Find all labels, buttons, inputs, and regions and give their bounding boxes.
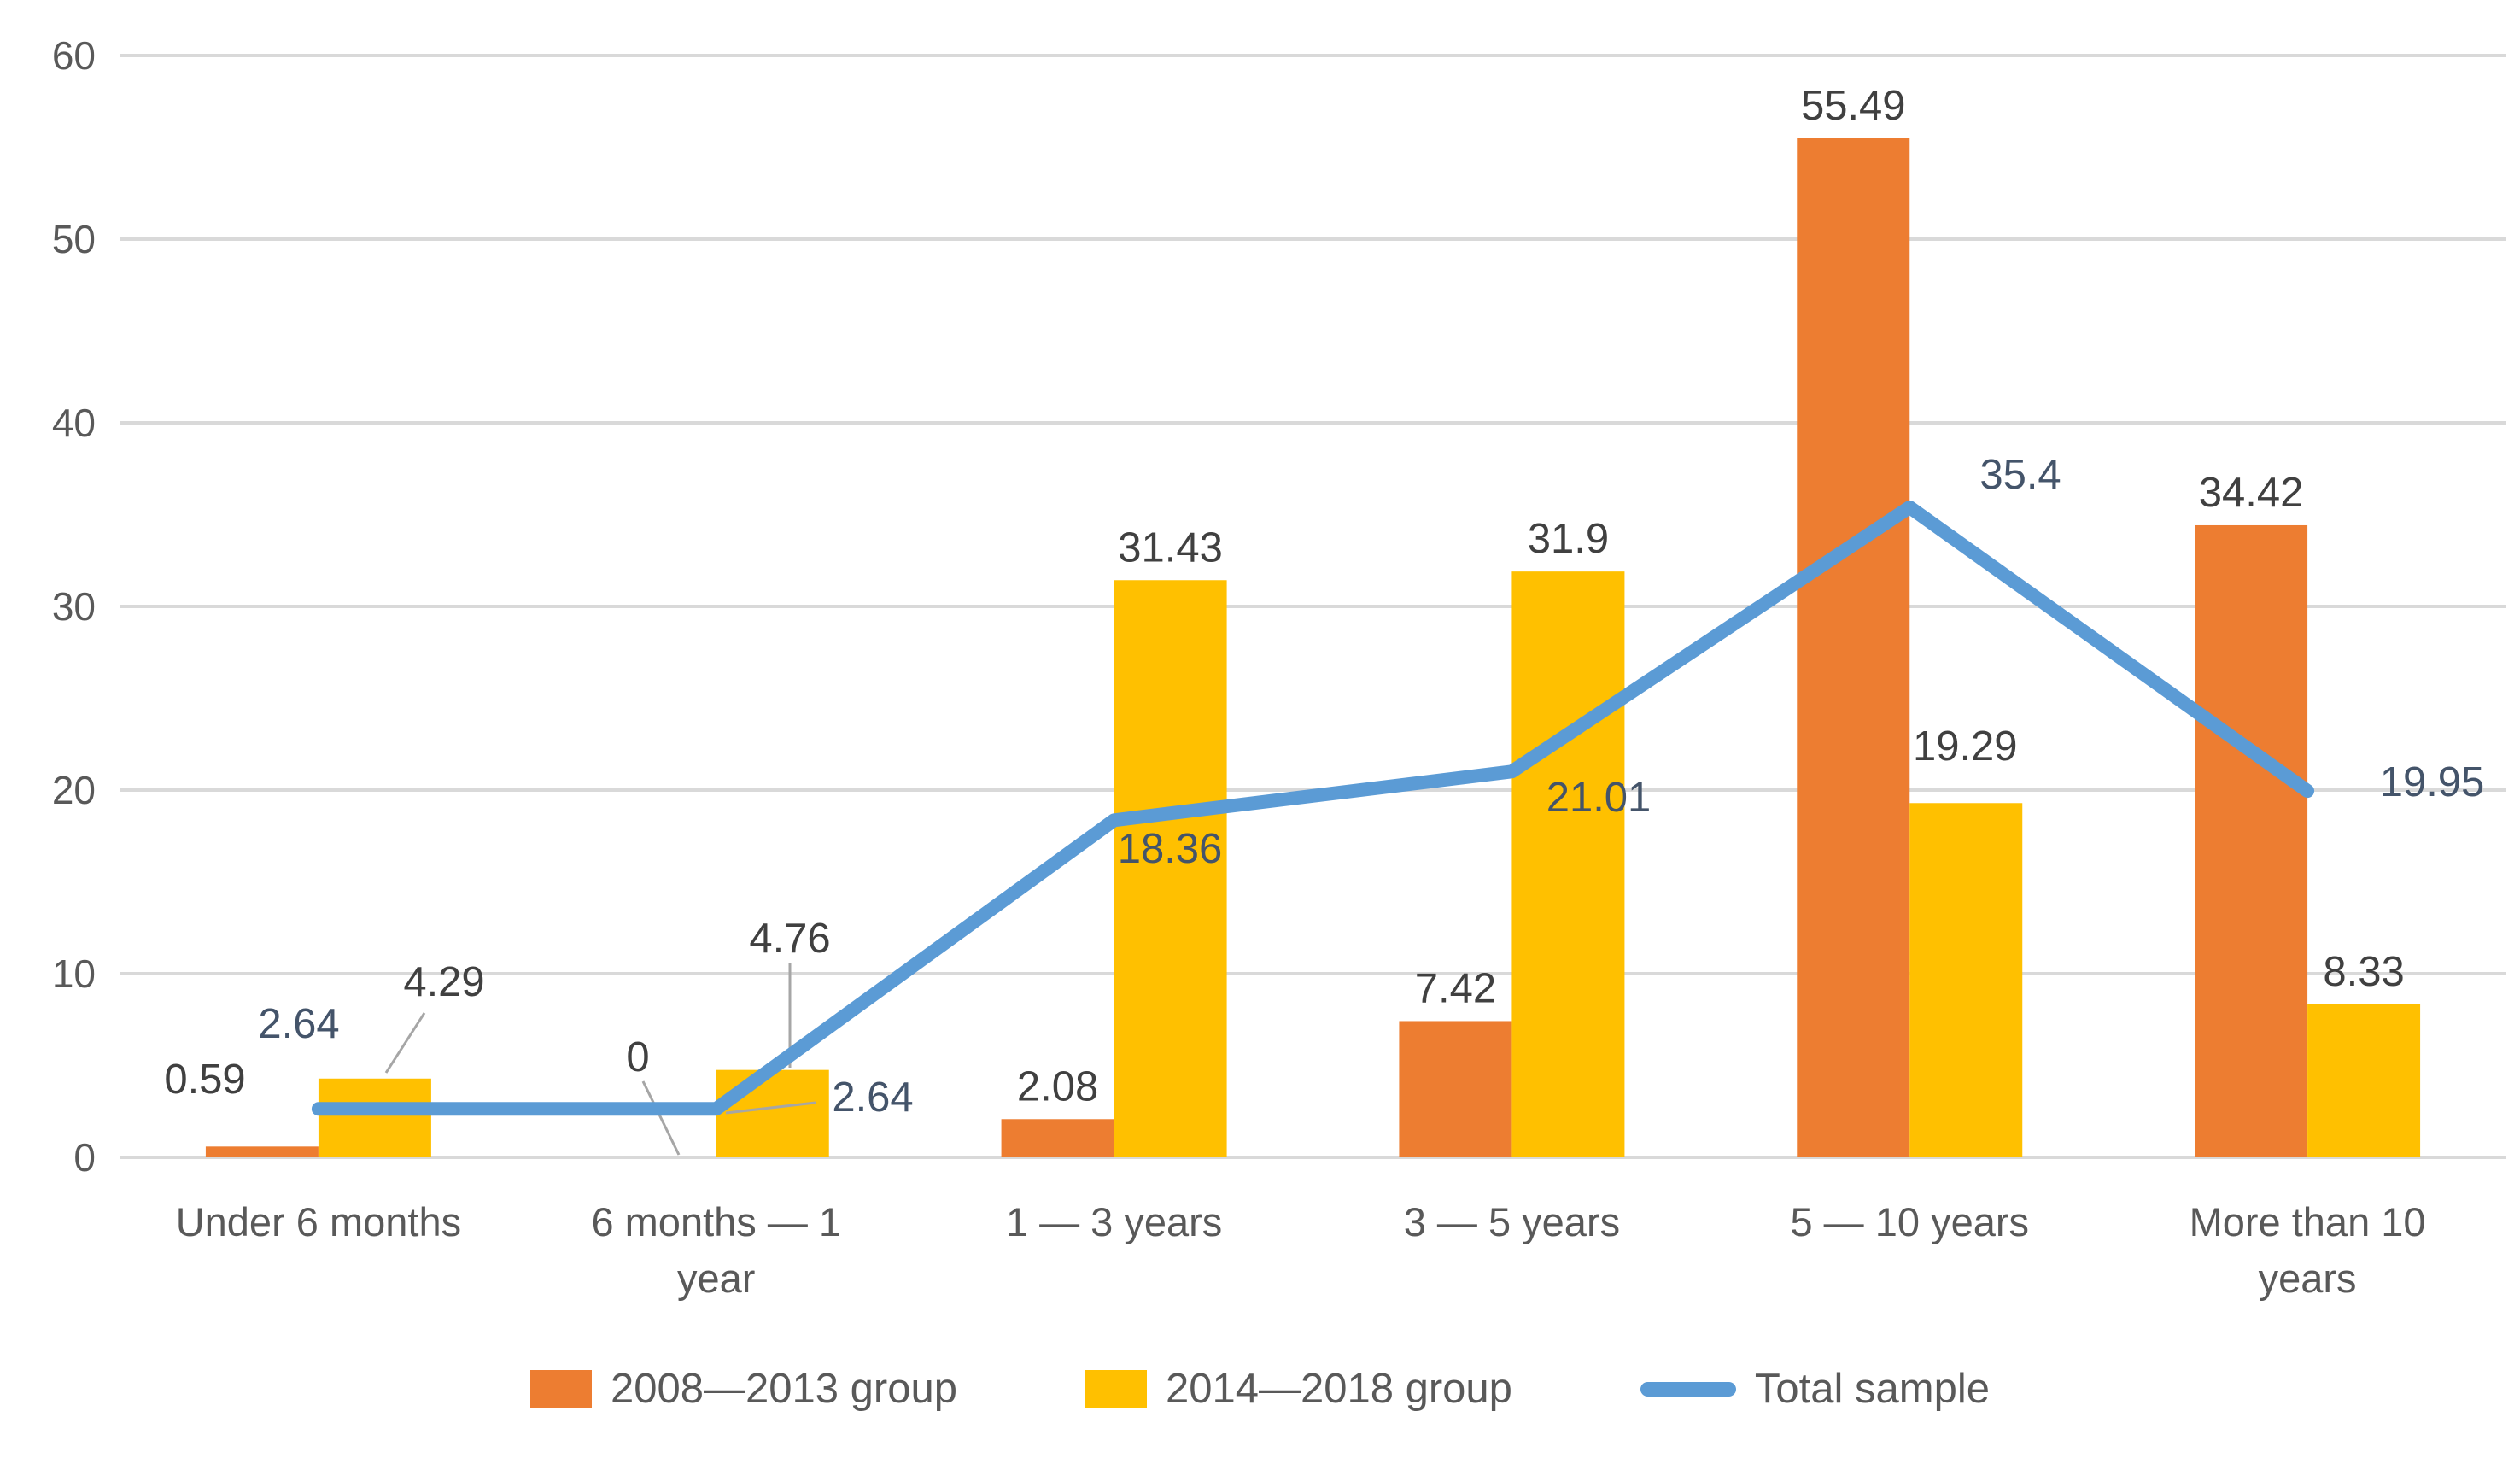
category-label-0: Under 6 months [176,1199,461,1244]
legend-item-0: 2008—2013 group [530,1365,957,1413]
category-label-1-line2: year [677,1256,755,1301]
leader-line-orange-1 [641,1080,681,1156]
legend-label-1: 2014—2018 group [1165,1366,1512,1412]
bar-series1-cat5 [2307,1004,2421,1157]
legend-line-marker-icon [1640,1381,1736,1397]
data-label-series2-cat1: 2.64 [832,1074,913,1121]
data-label-series1-cat1: 4.76 [749,916,830,962]
y-tick-label-0: 0 [73,1135,96,1180]
bar-series1-cat2 [1114,580,1227,1157]
data-label-series0-cat3: 7.42 [1415,965,1496,1011]
category-label-5-line2: years [2259,1256,2357,1301]
legend-label-0: 2008—2013 group [611,1366,957,1412]
legend-square-marker-icon [1085,1370,1147,1408]
category-label-5-line1: More than 10 [2190,1199,2426,1244]
y-tick-label-50: 50 [52,217,96,261]
bar-series1-cat4 [1909,803,2023,1157]
data-label-series1-cat3: 31.9 [1528,516,1609,562]
leader-line-total-sample-1 [725,1101,816,1115]
bar-series0-cat4 [1797,138,1910,1158]
y-tick-label-60: 60 [52,33,96,78]
bar-series0-cat2 [1001,1119,1114,1157]
y-tick-label-30: 30 [52,584,96,629]
data-label-series2-cat2: 18.36 [1118,826,1223,872]
y-tick-label-40: 40 [52,401,96,445]
data-label-series0-cat5: 34.42 [2199,470,2304,516]
data-label-series1-cat2: 31.43 [1118,524,1223,571]
y-tick-label-20: 20 [52,768,96,812]
bar-series1-cat3 [1511,571,1625,1157]
category-label-4: 5 — 10 years [1790,1199,2029,1244]
data-label-series0-cat0: 0.59 [164,1057,245,1103]
data-label-series2-cat0: 2.64 [258,1001,339,1047]
total-sample-line [311,500,2315,1116]
data-label-series2-cat3: 21.01 [1546,775,1652,821]
bar-series0-cat3 [1399,1021,1512,1157]
bar-series1-cat1 [716,1069,829,1157]
data-label-series0-cat4: 55.49 [1801,83,1906,129]
data-label-series2-cat5: 19.95 [2380,759,2485,805]
bar-series0-cat5 [2195,524,2308,1157]
data-label-series2-cat4: 35.4 [1979,452,2061,498]
data-label-series0-cat2: 2.08 [1017,1063,1098,1110]
legend-item-2: Total sample [1640,1365,1990,1413]
data-label-series1-cat0: 4.29 [403,959,484,1005]
legend-square-marker-icon [530,1370,592,1408]
bar-series0-cat0 [205,1146,319,1157]
data-label-series1-cat4: 19.29 [1913,723,2018,770]
category-label-2: 1 — 3 years [1006,1199,1222,1244]
bar-series1-cat0 [318,1078,431,1157]
chart-legend: 2008—2013 group 2014—2018 group Total samp… [0,1365,2520,1413]
data-label-series0-cat1: 0 [626,1034,649,1080]
category-label-3: 3 — 5 years [1404,1199,1620,1244]
legend-item-1: 2014—2018 group [1085,1365,1512,1413]
data-label-series1-cat5: 8.33 [2323,949,2404,995]
category-label-1-line1: 6 months — 1 [591,1199,841,1244]
legend-label-2: Total sample [1754,1366,1990,1412]
leader-line-yellow-0 [384,1012,426,1074]
y-tick-label-10: 10 [52,952,96,996]
